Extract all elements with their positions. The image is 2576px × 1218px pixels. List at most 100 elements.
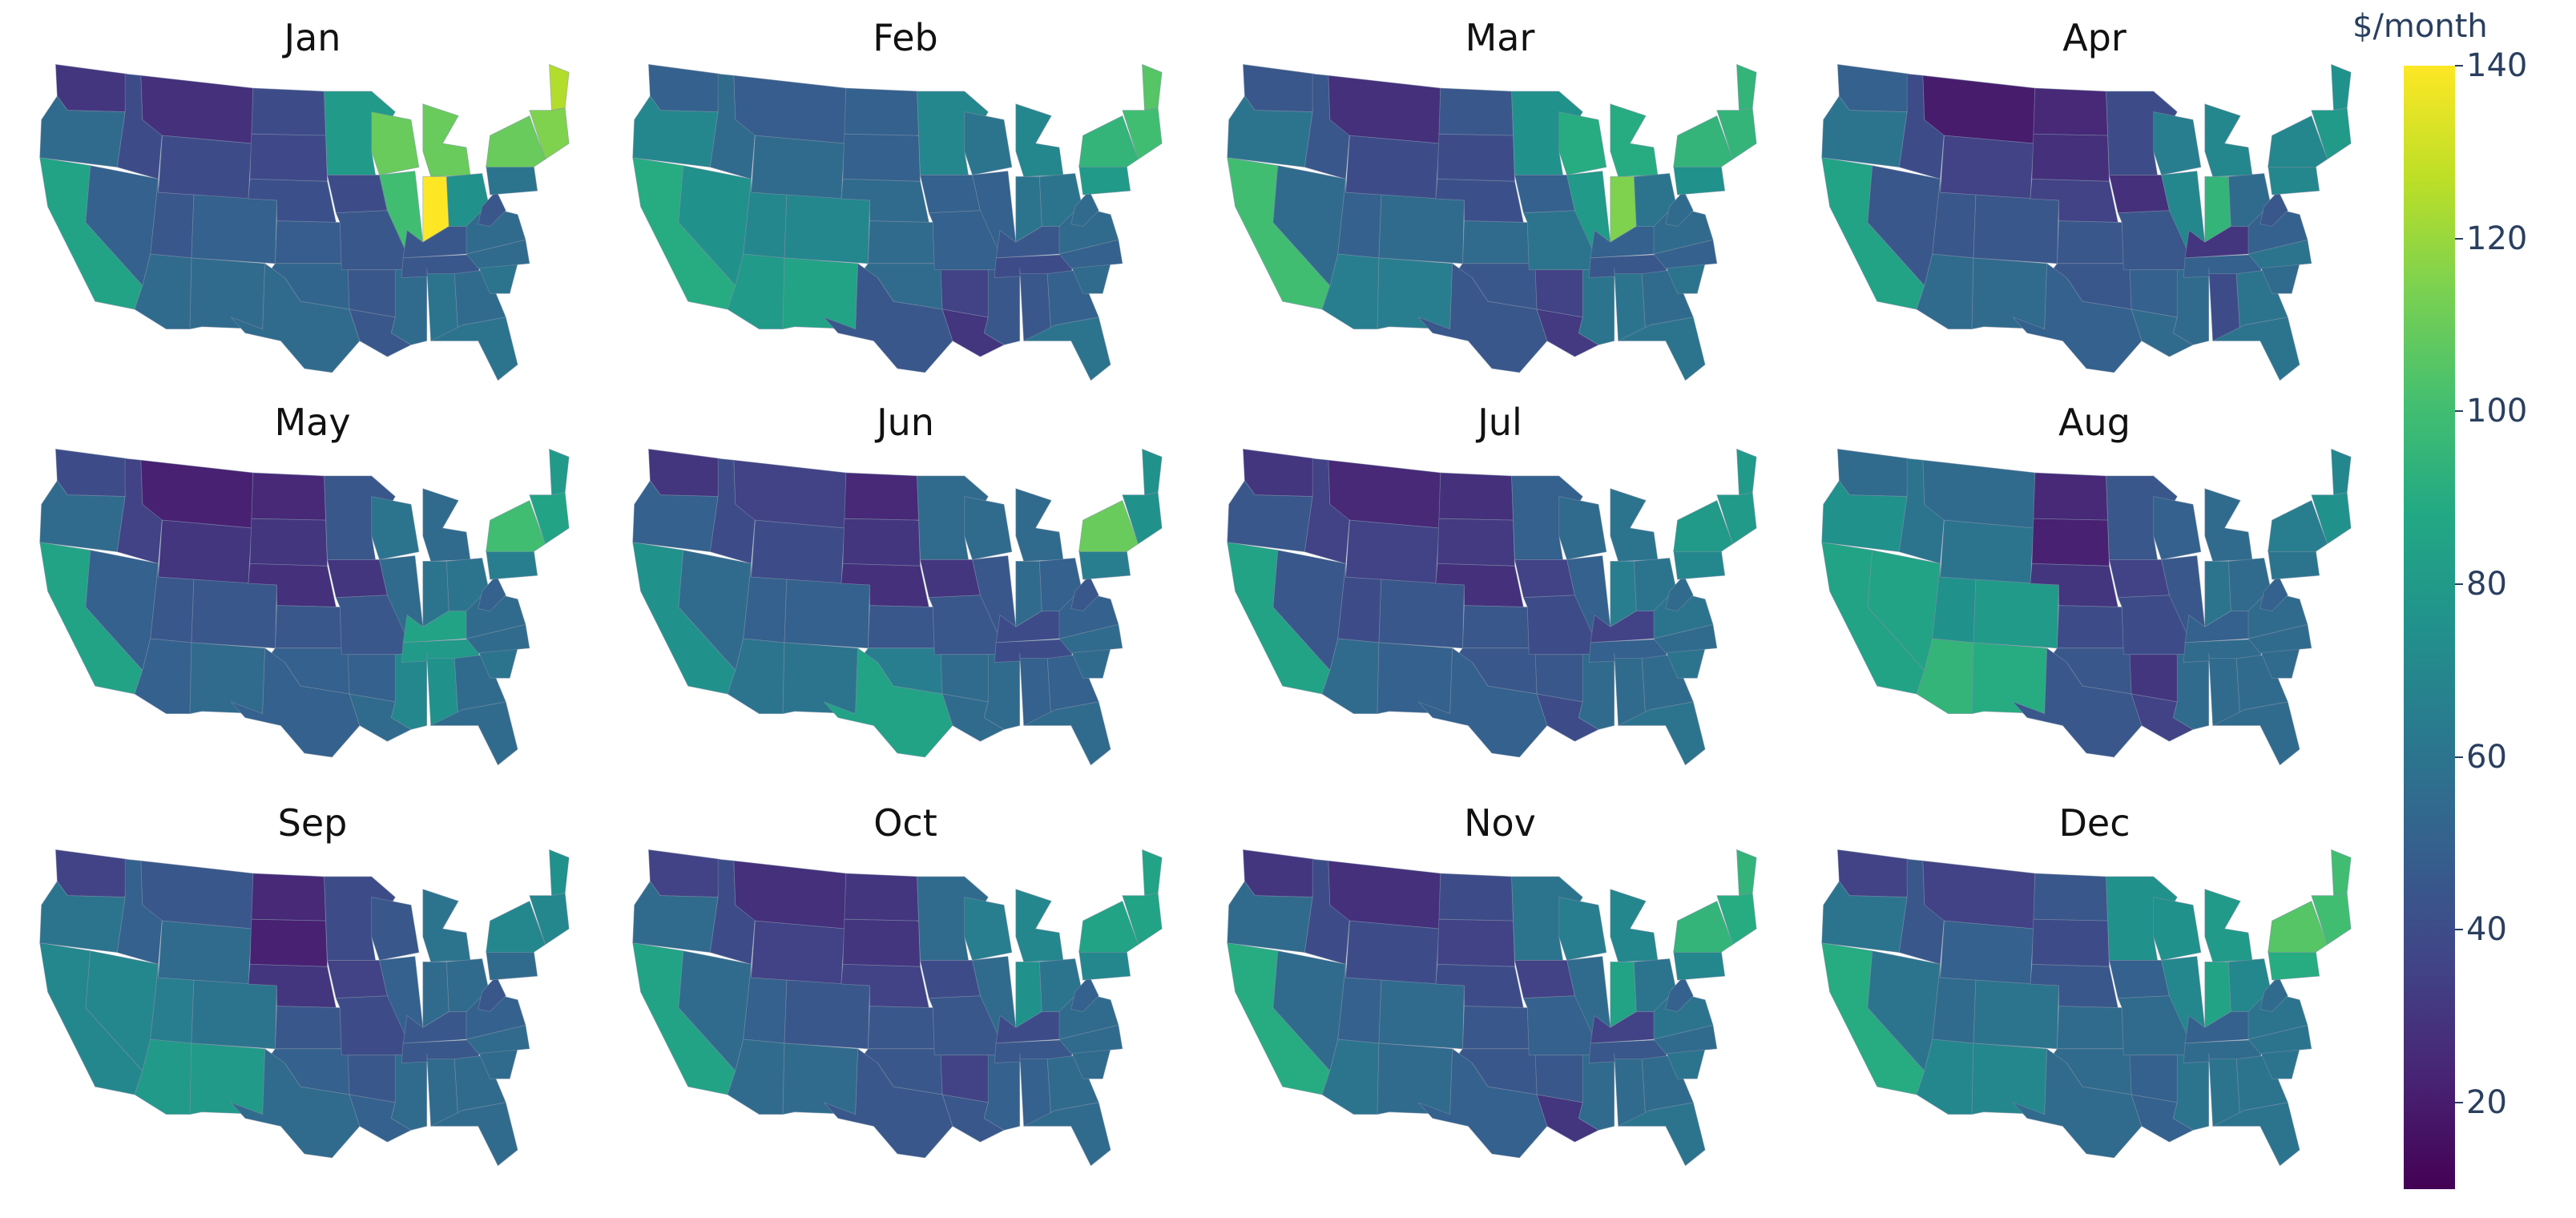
panel-title: Jan [284,16,341,59]
state-me [2331,849,2352,897]
state-nm [1971,257,2048,330]
state-ny [2268,900,2328,953]
panel-title: Mar [1465,16,1535,59]
colorbar-tick-label: 80 [2466,566,2507,603]
state-ar [347,269,402,318]
panel-title: Aug [2058,401,2131,444]
state-tx [2012,1048,2143,1159]
state-ar [1534,1055,1590,1103]
state-fl [1023,1102,1111,1167]
state-nd [844,472,919,521]
us-choropleth [39,448,570,766]
state-me [2331,63,2352,111]
state-mi [1015,488,1064,562]
state-ia [920,960,981,999]
state-me [549,63,570,111]
state-nd [844,87,919,136]
state-ny [1673,900,1734,953]
state-co [784,979,870,1050]
panel-title: Feb [873,16,938,59]
state-ms [390,652,428,730]
state-nd [251,873,326,922]
state-ar [2129,654,2184,703]
us-choropleth [1227,448,1757,766]
state-mi [1610,889,1659,962]
state-co [1973,979,2059,1050]
state-co [191,194,277,264]
state-nm [189,257,266,330]
state-pa [1673,547,1726,580]
state-wi [2153,897,2202,961]
map-panel-nov: Nov [1211,793,1788,1186]
state-sd [1437,133,1515,182]
state-ms [1578,268,1615,345]
state-nd [2033,87,2108,136]
state-new-eng [1122,492,1163,545]
state-sd [249,133,328,182]
state-ks [868,605,935,649]
state-wa [55,448,127,497]
state-wa [55,849,127,897]
state-tx [823,1048,953,1159]
state-sd [842,133,921,182]
state-ar [347,1055,402,1103]
state-ms [390,268,428,345]
panel-title: Dec [2058,801,2131,845]
state-ks [868,1006,935,1050]
state-nd [2033,873,2108,922]
state-nm [1377,257,1453,330]
state-fl [430,1102,518,1167]
colorbar-tick-mark [2455,65,2463,67]
state-ms [983,652,1021,730]
state-ia [327,175,388,214]
state-tx [1417,1048,1548,1159]
state-pa [2268,163,2320,196]
state-me [1736,448,1757,496]
state-wi [371,897,420,961]
state-ms [1578,1053,1615,1131]
state-ia [1514,175,1575,214]
map-panel-jun: Jun [617,393,1194,785]
state-co [1973,579,2059,649]
state-wy [158,135,252,200]
map-panel-feb: Feb [617,8,1194,401]
colorbar-gradient [2404,66,2455,1189]
state-wi [371,111,420,175]
state-fl [430,701,518,766]
colorbar-tick-label: 100 [2466,393,2528,430]
state-tx [2012,263,2143,373]
state-ny [2268,115,2328,167]
us-choropleth [632,849,1163,1167]
state-pa [2268,547,2320,580]
state-nd [251,472,326,521]
state-wy [751,519,845,584]
state-new-eng [1122,893,1163,946]
state-ks [868,220,935,264]
state-fl [2212,701,2300,766]
state-ms [390,1053,428,1131]
state-wy [1345,920,1440,985]
state-mi [2204,103,2253,177]
state-nd [1438,873,1514,922]
state-pa [1673,948,1726,981]
state-ny [486,499,546,552]
map-panel-may: May [24,393,601,785]
colorbar-tick-mark [2455,410,2463,413]
state-ny [2268,499,2328,552]
colorbar-tick-label: 120 [2466,220,2528,257]
map-panel-dec: Dec [1806,793,2383,1186]
panel-title: Oct [873,801,937,845]
state-ks [275,1006,342,1050]
state-ms [2172,1053,2210,1131]
state-nm [1971,642,2048,715]
state-ny [1078,499,1139,552]
state-ks [1462,605,1530,649]
state-co [191,979,277,1050]
state-new-eng [2311,492,2352,545]
state-ia [2109,559,2170,599]
state-wi [964,496,1013,560]
state-wy [158,920,252,985]
state-ia [920,175,981,214]
state-mi [1015,103,1064,177]
state-ny [1078,900,1139,953]
